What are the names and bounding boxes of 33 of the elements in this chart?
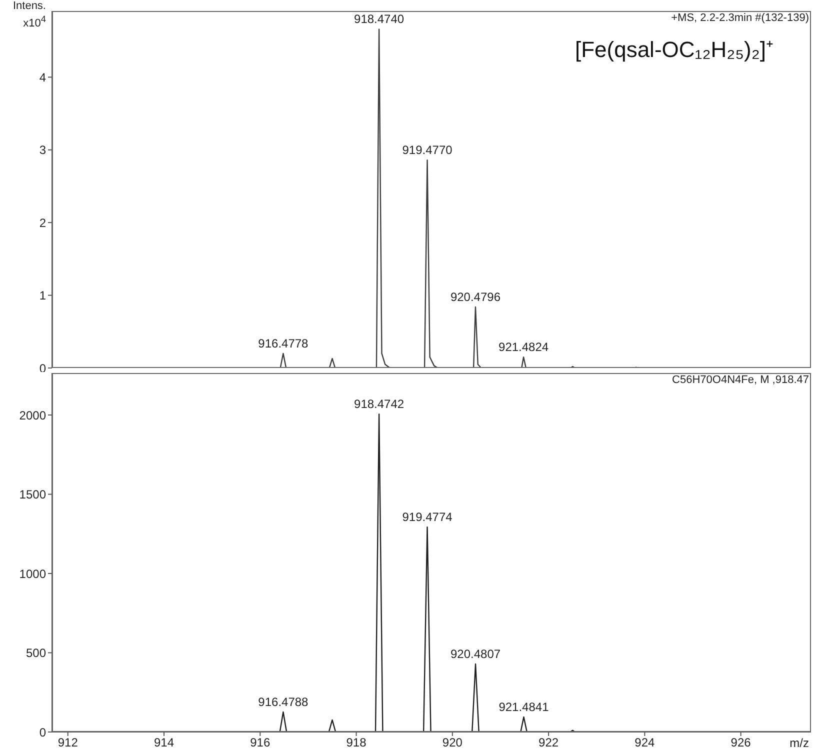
x-tick-label: 922 (538, 736, 559, 750)
annotation: 918.4740 (354, 12, 404, 26)
y-tick-label: 4 (39, 70, 46, 84)
annotation: 921.4824 (498, 340, 549, 354)
annotation: 918.4742 (354, 397, 404, 412)
y-tick-label: 500 (26, 646, 46, 660)
y-tick-label: 0 (39, 361, 46, 376)
y-tick-label: 2000 (19, 408, 46, 422)
x-tick-label: 918 (346, 736, 367, 750)
y-tick-label: 0 (39, 725, 46, 740)
annotation: 921.4841 (498, 700, 550, 714)
annotation: [Fe(qsal-OC₁₂H₂₅)₂]⁺ (574, 36, 773, 63)
x-tick-label: 924 (634, 736, 656, 750)
annotation: C56H70O4N4Fe, M ,918.47 (672, 374, 809, 386)
annotation: 916.4778 (258, 336, 309, 350)
y-tick-label: 1500 (19, 488, 46, 502)
annotation: 920.4807 (450, 647, 501, 662)
x-tick-label: 916 (250, 736, 270, 750)
y-tick-label: 1000 (19, 566, 46, 581)
x-tick-label: 920 (442, 736, 463, 750)
annotation: 916.4788 (258, 695, 309, 710)
annotation: 919.4774 (402, 510, 453, 524)
x-tick-label: 926 (730, 736, 752, 750)
annotation: 920.4796 (450, 290, 501, 304)
y-tick-label: 3 (39, 143, 46, 158)
annotation: +MS, 2.2-2.3min #(132-139) (671, 12, 809, 24)
x-axis-title: m/z (790, 736, 809, 750)
y-tick-label: 2 (39, 216, 46, 230)
y-axis-title: Intens. x10$^{4}$ (12, 0, 46, 31)
x-tick-label: 914 (154, 736, 174, 750)
y-tick-label: 1 (39, 288, 46, 303)
annotation: 919.4770 (402, 143, 453, 158)
x-tick-label: 912 (58, 736, 78, 750)
